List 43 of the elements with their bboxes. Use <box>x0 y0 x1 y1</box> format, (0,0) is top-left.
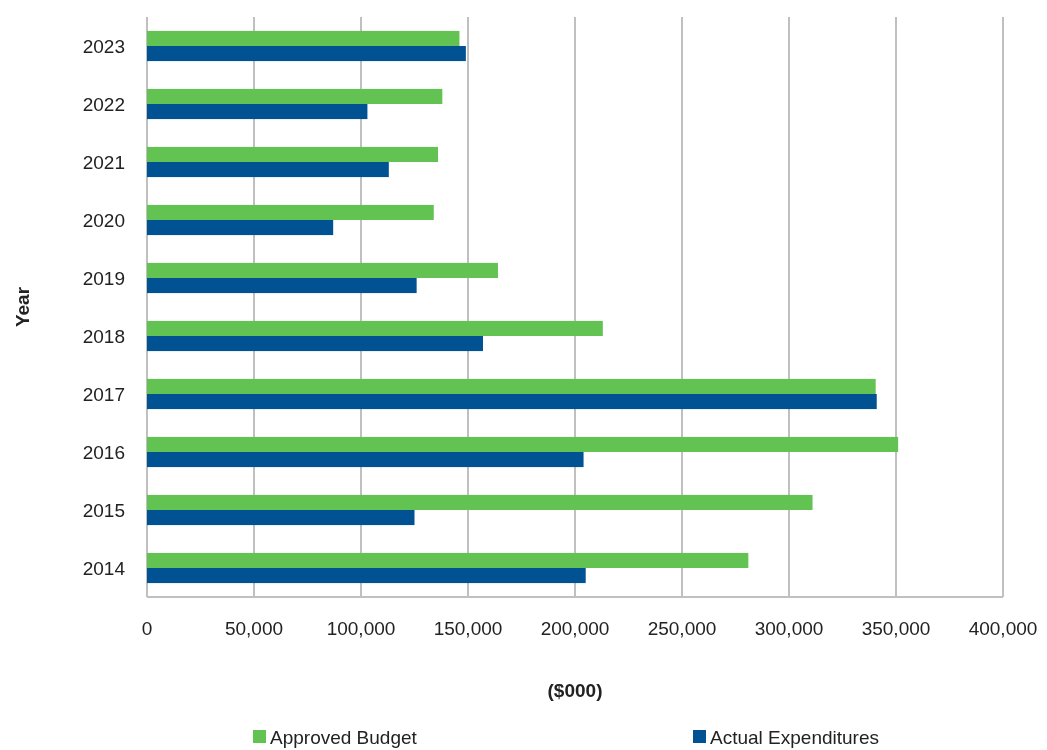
bar <box>147 552 749 568</box>
bar <box>147 320 603 336</box>
x-axis-title: ($000) <box>547 680 603 701</box>
bar <box>147 510 415 526</box>
bar <box>147 568 586 584</box>
bar <box>147 452 584 468</box>
y-tick-label: 2016 <box>82 442 125 463</box>
bar <box>147 378 876 394</box>
legend-label: Approved Budget <box>270 727 418 748</box>
y-tick-label: 2020 <box>82 210 125 231</box>
y-tick-label: 2017 <box>82 384 125 405</box>
y-tick-label: 2021 <box>82 152 125 173</box>
y-tick-label: 2015 <box>82 500 125 521</box>
y-tick-label: 2019 <box>82 268 125 289</box>
x-tick-label: 250,000 <box>647 618 717 639</box>
y-tick-label: 2023 <box>82 36 125 57</box>
x-tick-label: 50,000 <box>224 618 284 639</box>
y-axis-title: Year <box>12 286 33 328</box>
x-tick-label: 200,000 <box>540 618 610 639</box>
x-tick-label: 400,000 <box>968 618 1038 639</box>
x-tick-label: 300,000 <box>754 618 824 639</box>
y-tick-label: 2018 <box>82 326 125 347</box>
x-tick-label: 100,000 <box>326 618 396 639</box>
y-tick-label: 2014 <box>82 558 126 579</box>
legend-label: Actual Expenditures <box>710 727 879 748</box>
bar <box>147 162 389 178</box>
bar <box>147 336 483 352</box>
bar <box>147 46 466 62</box>
x-tick-label: 0 <box>141 618 153 639</box>
bar <box>147 262 498 278</box>
y-tick-label: 2022 <box>82 94 125 115</box>
x-tick-label: 150,000 <box>433 618 503 639</box>
bar <box>147 30 460 46</box>
x-tick-label: 350,000 <box>861 618 931 639</box>
bar <box>147 494 813 510</box>
bar <box>147 146 439 162</box>
bar <box>147 436 899 452</box>
bar <box>147 204 434 220</box>
bar <box>147 88 443 104</box>
bar <box>147 394 877 410</box>
bar <box>147 104 368 120</box>
bar <box>147 220 334 236</box>
bar <box>147 278 417 294</box>
